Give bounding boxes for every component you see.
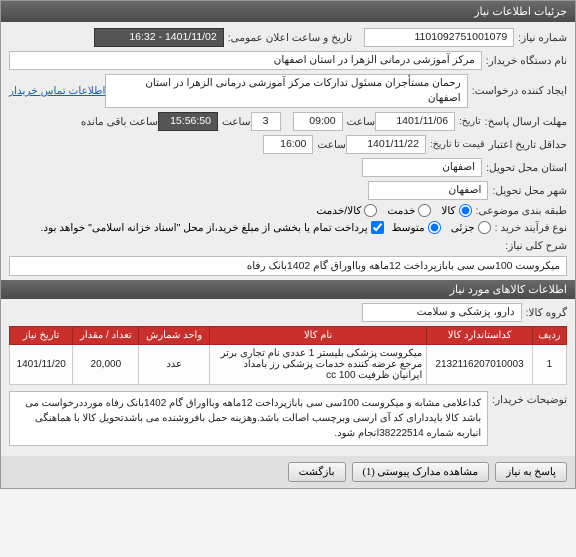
footer-buttons: پاسخ به نیاز مشاهده مدارک پیوستی (1) باز… — [1, 456, 575, 488]
contact-link[interactable]: اطلاعات تماس خریدار — [9, 85, 105, 97]
validity-time: 16:00 — [263, 135, 313, 154]
purchase-type-label: نوع فرآیند خرید : — [495, 222, 567, 234]
pt-note-checkbox[interactable] — [371, 221, 384, 234]
th-date: تاریخ نیاز — [10, 327, 73, 345]
time-label-3: ساعت — [317, 139, 346, 151]
days-left: 3 — [251, 112, 281, 131]
deadline-time: 09:00 — [293, 112, 343, 131]
province-value: اصفهان — [362, 158, 482, 177]
panel-title: جزئیات اطلاعات نیاز — [1, 1, 575, 22]
validity-label: حداقل تاریخ اعتبار — [489, 139, 567, 151]
table-row[interactable]: 1 2132116207010003 میکروست پزشکی بلیستر … — [10, 345, 567, 385]
goods-table: ردیف کداستاندارد کالا نام کالا واحد شمار… — [9, 326, 567, 385]
validity-sub-label: قیمت تا تاریخ: — [430, 139, 485, 150]
deadline-label: مهلت ارسال پاسخ: — [485, 116, 567, 128]
deadline-date: 1401/11/06 — [375, 112, 455, 131]
group-value: دارو، پزشکی و سلامت — [362, 303, 522, 322]
category-label: طبقه بندی موضوعی: — [476, 205, 567, 217]
cell-name: میکروست پزشکی بلیستر 1 عددی نام تجاری بر… — [209, 345, 426, 385]
purchase-type-group: جزئی متوسط — [392, 221, 491, 234]
th-qty: تعداد / مقدار — [73, 327, 139, 345]
need-no-value: 1101092751001079 — [364, 28, 514, 47]
category-radio-group: کالا خدمت کالا/خدمت — [316, 204, 471, 217]
th-idx: ردیف — [532, 327, 566, 345]
pt-note-check[interactable]: پرداخت تمام یا بخشی از مبلغ خرید،از محل … — [41, 221, 384, 234]
cat-goods[interactable]: کالا — [441, 204, 471, 217]
cell-unit: عدد — [139, 345, 210, 385]
th-unit: واحد شمارش — [139, 327, 210, 345]
summary-label: شرح کلی نیاز: — [505, 240, 567, 252]
reply-button[interactable]: پاسخ به نیاز — [495, 462, 567, 482]
th-code: کداستاندارد کالا — [427, 327, 533, 345]
goods-info-header: اطلاعات کالاهای مورد نیاز — [1, 280, 575, 299]
cat-goods-service-radio[interactable] — [364, 204, 377, 217]
need-no-label: شماره نیاز: — [518, 32, 567, 44]
announce-label: تاریخ و ساعت اعلان عمومی: — [228, 32, 352, 44]
cat-service[interactable]: خدمت — [387, 204, 431, 217]
pt-medium[interactable]: متوسط — [392, 221, 441, 234]
pt-small[interactable]: جزئی — [451, 221, 491, 234]
buyer-desc-label: توضیحات خریدار: — [492, 391, 567, 406]
buyer-org-label: نام دستگاه خریدار: — [486, 55, 567, 67]
countdown: 15:56:50 — [158, 112, 218, 131]
cell-code: 2132116207010003 — [427, 345, 533, 385]
cell-qty: 20,000 — [73, 345, 139, 385]
need-details-panel: جزئیات اطلاعات نیاز شماره نیاز: 11010927… — [0, 0, 576, 489]
time-label-1: ساعت — [347, 116, 376, 128]
requester-label: ایجاد کننده درخواست: — [472, 85, 567, 97]
attachments-button[interactable]: مشاهده مدارک پیوستی (1) — [352, 462, 490, 482]
back-button[interactable]: بازگشت — [288, 462, 346, 482]
requester-value: رحمان مستأجران مسئول تدارکات مرکز آموزشی… — [105, 74, 467, 108]
deadline-sub-label: تاریخ: — [459, 116, 481, 127]
remain-label: ساعت باقی مانده — [81, 116, 158, 128]
cat-goods-radio[interactable] — [459, 204, 472, 217]
cell-idx: 1 — [532, 345, 566, 385]
pt-medium-radio[interactable] — [428, 221, 441, 234]
cat-service-radio[interactable] — [418, 204, 431, 217]
buyer-org-value: مرکز آموزشی درمانی الزهرا در استان اصفها… — [9, 51, 482, 70]
province-label: استان محل تحویل: — [486, 162, 567, 174]
validity-date: 1401/11/22 — [346, 135, 426, 154]
cat-goods-service[interactable]: کالا/خدمت — [316, 204, 377, 217]
announce-value: 1401/11/02 - 16:32 — [94, 28, 224, 47]
city-label: شهر محل تحویل: — [492, 185, 567, 197]
table-header-row: ردیف کداستاندارد کالا نام کالا واحد شمار… — [10, 327, 567, 345]
group-label: گروه کالا: — [526, 307, 567, 319]
th-name: نام کالا — [209, 327, 426, 345]
buyer-desc-value: کداعلامی مشابه و میکروست 100سی سی بابازپ… — [9, 391, 488, 446]
panel-body: شماره نیاز: 1101092751001079 تاریخ و ساع… — [1, 22, 575, 456]
city-value: اصفهان — [368, 181, 488, 200]
cell-date: 1401/11/20 — [10, 345, 73, 385]
summary-value: میکروست 100سی سی بابازپرداخت 12ماهه وباا… — [9, 256, 567, 276]
pt-small-radio[interactable] — [478, 221, 491, 234]
time-label-2: ساعت — [222, 116, 251, 128]
